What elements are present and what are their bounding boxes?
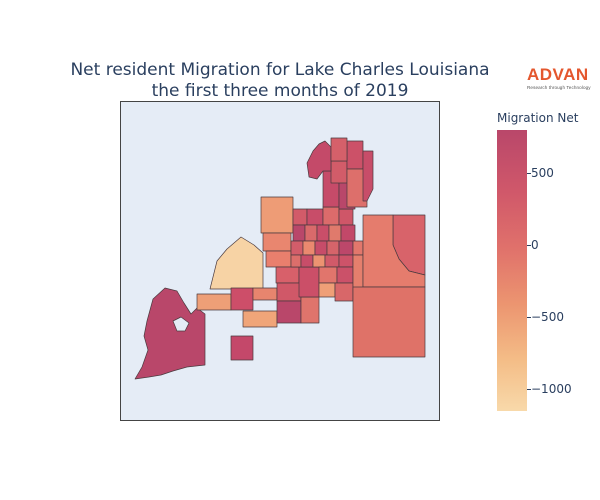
lake-inlet — [172, 316, 190, 332]
region-grid-11[interactable] — [302, 240, 316, 256]
region-grid-21[interactable] — [318, 266, 338, 284]
region-grid-20[interactable] — [338, 254, 354, 268]
region-grid-6[interactable] — [304, 224, 318, 242]
region-grid-4[interactable] — [338, 208, 354, 226]
region-grid-12[interactable] — [314, 240, 328, 256]
region-grid-9[interactable] — [340, 224, 356, 242]
region-center-1[interactable] — [275, 266, 300, 284]
region-north-3[interactable] — [265, 250, 292, 268]
logo-tagline: Research through Technology — [527, 85, 591, 90]
region-grid-23[interactable] — [318, 282, 336, 298]
colorbar-tick-label: 500 — [531, 166, 554, 181]
region-north-arm-4[interactable] — [346, 140, 364, 170]
region-grid-19[interactable] — [324, 254, 340, 268]
colorbar — [497, 130, 527, 411]
region-grid-24[interactable] — [334, 282, 354, 302]
region-north-east[interactable] — [362, 150, 374, 202]
region-grid-22[interactable] — [336, 266, 354, 284]
region-grid-10[interactable] — [290, 240, 304, 256]
map-canvas[interactable] — [121, 102, 439, 420]
region-grid-8[interactable] — [328, 224, 342, 242]
region-grid-1[interactable] — [292, 208, 308, 226]
region-north-arm-3[interactable] — [330, 160, 348, 184]
region-southwest-strip[interactable] — [242, 310, 278, 328]
region-west-small[interactable] — [196, 293, 232, 311]
region-north-top[interactable] — [330, 137, 348, 162]
region-grid-16[interactable] — [290, 254, 302, 268]
logo-wordmark: ADVAN — [527, 65, 589, 84]
region-grid-15[interactable] — [352, 240, 364, 256]
region-grid-3[interactable] — [322, 206, 340, 226]
title-line-1: Net resident Migration for Lake Charles … — [70, 60, 490, 80]
title-line-2: the first three months of 2019 — [151, 81, 409, 101]
colorbar-tick-label: 0 — [531, 238, 539, 253]
region-grid-7[interactable] — [316, 224, 330, 242]
advan-logo: ADVAN Research through Technology — [527, 66, 597, 92]
region-east-large[interactable] — [352, 286, 426, 358]
region-north-2[interactable] — [262, 232, 292, 252]
region-grid-2[interactable] — [306, 208, 324, 226]
region-center-5[interactable] — [298, 266, 320, 298]
colorbar-tick — [527, 245, 531, 247]
choropleth-map[interactable] — [120, 101, 440, 421]
region-center-3[interactable] — [276, 300, 302, 324]
colorbar-title: Migration Net — [497, 111, 579, 125]
colorbar-tick-label: −500 — [531, 310, 564, 325]
colorbar-tick — [527, 173, 531, 175]
region-center-4[interactable] — [300, 296, 320, 324]
region-grid-17[interactable] — [300, 254, 314, 268]
colorbar-tick — [527, 317, 531, 319]
region-west-lobe[interactable] — [134, 287, 206, 380]
region-west-center-2[interactable] — [252, 287, 278, 301]
colorbar-tick — [527, 389, 531, 391]
region-grid-5[interactable] — [292, 224, 306, 242]
region-grid-14[interactable] — [338, 240, 354, 256]
region-grid-18[interactable] — [312, 254, 326, 268]
colorbar-tick-label: −1000 — [531, 382, 572, 397]
region-center-2[interactable] — [276, 282, 302, 302]
region-north-arm-5[interactable] — [346, 168, 368, 208]
chart-title: Net resident Migration for Lake Charles … — [0, 60, 560, 102]
region-northwest-light[interactable] — [209, 236, 264, 290]
region-grid-13[interactable] — [326, 240, 340, 256]
region-southwest-isolated[interactable] — [230, 335, 254, 361]
region-north-1[interactable] — [260, 196, 294, 234]
region-west-center[interactable] — [230, 287, 254, 311]
